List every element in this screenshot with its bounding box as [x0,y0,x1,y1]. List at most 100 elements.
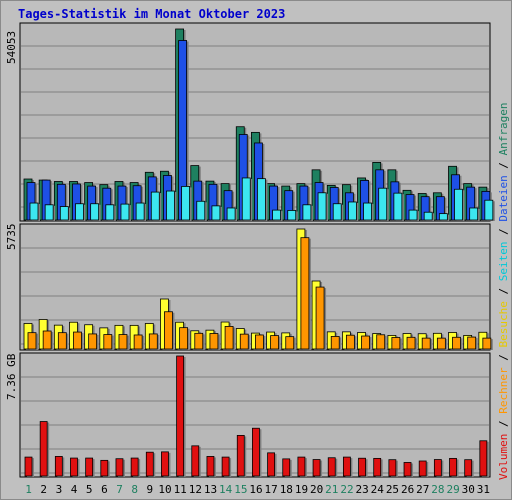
x-tick-label-day-30: 30 [462,483,475,496]
x-tick-label-day-22: 22 [340,483,353,496]
chart-title: Tages-Statistik im Monat Oktober 2023 [18,7,286,21]
bar-seiten-day-9 [150,191,160,221]
x-tick-label-day-3: 3 [56,483,63,496]
x-tick-label-day-4: 4 [71,483,78,496]
x-tick-label-day-16: 16 [249,483,262,496]
bar-rechner-day-17 [270,335,279,350]
bar-rechner-day-20 [315,286,325,350]
x-tick-label-day-19: 19 [295,483,308,496]
bar-volumen-day-2 [39,421,48,477]
bar-volumen-day-25 [388,459,397,477]
bar-seiten-day-8 [135,202,145,221]
bar-seiten-day-19 [302,204,312,221]
x-tick-label-day-13: 13 [204,483,217,496]
bar-volumen-day-23 [358,457,366,477]
x-tick-label-day-2: 2 [40,483,47,496]
bar-volumen-day-22 [342,456,351,477]
bar-volumen-day-11 [176,355,185,477]
bar-seiten-day-27 [423,211,433,221]
bar-volumen-day-5 [85,457,94,477]
bar-seiten-day-13 [211,205,221,221]
bar-rechner-day-30 [467,336,477,350]
x-tick-label-day-27: 27 [416,483,429,496]
bar-rechner-day-14 [224,326,234,350]
bar-volumen-day-16 [252,427,260,477]
bar-seiten-day-29 [454,188,463,221]
bar-rechner-day-25 [391,337,401,350]
bar-rechner-day-7 [118,334,128,350]
bar-volumen-day-3 [54,456,63,477]
bar-rechner-day-27 [421,337,431,350]
middle-panel-bg [19,223,491,351]
bar-volumen-day-31 [479,440,488,477]
bar-volumen-day-30 [464,459,473,477]
bar-volumen-day-12 [191,445,200,477]
bar-rechner-day-29 [452,336,461,350]
bar-seiten-day-31 [484,199,494,221]
bar-rechner-day-1 [27,332,37,350]
bar-rechner-day-8 [133,334,143,350]
bar-rechner-day-2 [42,330,52,350]
x-tick-label-day-8: 8 [131,483,138,496]
bar-rechner-day-31 [482,337,492,350]
x-tick-label-day-12: 12 [189,483,202,496]
bar-rechner-day-19 [300,237,310,350]
bar-rechner-day-26 [406,336,416,350]
x-tick-label-day-15: 15 [234,483,247,496]
bar-volumen-day-24 [373,457,382,477]
x-tick-label-day-31: 31 [477,483,490,496]
bar-seiten-day-23 [363,202,372,221]
x-tick-label-day-18: 18 [280,483,293,496]
bar-volumen-day-8 [130,457,139,477]
bar-volumen-day-21 [327,457,336,477]
x-tick-label-day-23: 23 [356,483,369,496]
bar-seiten-day-21 [332,203,342,221]
bar-volumen-day-18 [282,458,291,477]
bar-volumen-day-7 [115,458,124,477]
bar-rechner-day-18 [285,336,295,350]
bar-rechner-day-4 [73,331,82,350]
bar-seiten-day-1 [29,202,39,221]
bar-seiten-day-11 [181,186,191,221]
bar-rechner-day-5 [88,333,98,350]
bar-seiten-day-12 [196,200,206,221]
bar-rechner-day-28 [436,337,446,350]
bar-seiten-day-3 [59,206,69,221]
bar-volumen-day-15 [236,435,245,477]
bar-rechner-day-9 [148,333,158,350]
bar-rechner-day-16 [255,334,264,350]
bar-volumen-day-17 [267,452,275,477]
bar-seiten-day-7 [120,203,130,221]
bar-seiten-day-4 [75,203,84,221]
bar-seiten-day-18 [287,210,297,221]
x-tick-label-day-6: 6 [101,483,108,496]
bar-rechner-day-22 [345,334,355,350]
bar-volumen-day-20 [312,459,321,477]
bar-seiten-day-2 [44,204,54,221]
x-tick-label-day-11: 11 [174,483,187,496]
bar-volumen-day-1 [24,456,33,477]
bar-rechner-day-11 [179,327,189,350]
bar-rechner-day-23 [361,335,370,350]
x-tick-label-day-25: 25 [386,483,399,496]
x-tick-label-day-10: 10 [158,483,171,496]
bar-volumen-day-19 [297,456,306,477]
x-tick-label-day-24: 24 [371,483,385,496]
x-tick-label-day-20: 20 [310,483,323,496]
bar-seiten-day-6 [105,204,115,221]
bar-rechner-day-15 [239,333,249,350]
bar-volumen-day-14 [221,456,230,477]
bar-seiten-day-17 [272,209,281,221]
bar-rechner-day-21 [330,336,340,350]
bar-seiten-day-30 [469,207,479,221]
bar-seiten-day-22 [347,201,357,221]
bar-seiten-day-15 [241,177,251,221]
bar-rechner-day-6 [103,334,113,350]
bar-volumen-day-10 [161,451,169,477]
bar-volumen-day-13 [206,456,215,477]
bar-rechner-day-10 [164,311,173,350]
x-tick-label-day-14: 14 [219,483,233,496]
x-tick-label-day-1: 1 [25,483,32,496]
bar-volumen-day-6 [100,459,109,477]
